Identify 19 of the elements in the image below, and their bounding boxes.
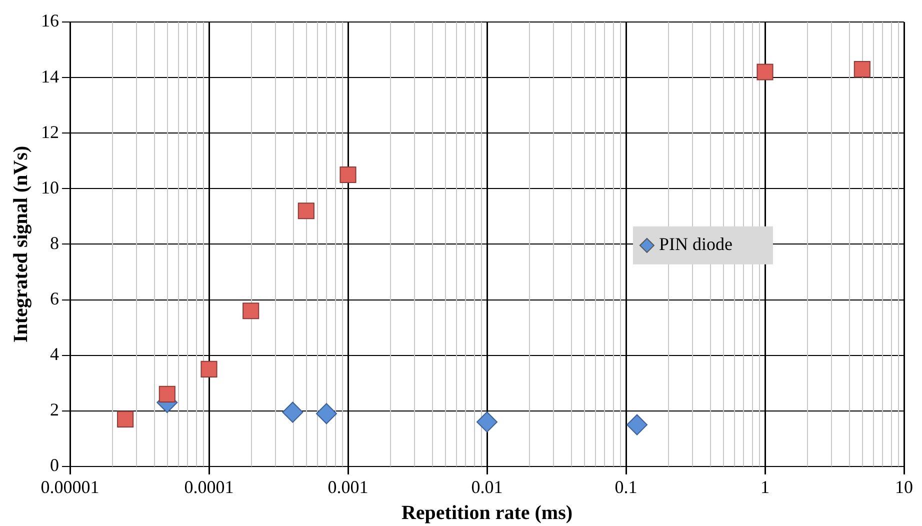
y-tick-label: 16 [41, 10, 59, 31]
x-tick-label: 0.001 [328, 476, 368, 497]
y-tick-label: 10 [41, 177, 59, 198]
x-tick-label: 0.1 [614, 476, 638, 497]
y-tick-label: 4 [50, 344, 59, 364]
y-axis-title: Integrated signal (nVs) [10, 146, 32, 343]
x-tick-label: 0.00001 [40, 476, 100, 497]
y-tick-label: 14 [41, 66, 59, 86]
y-tick-label: 8 [50, 232, 59, 253]
legend-label: PIN diode [658, 234, 732, 254]
y-tick-label: 6 [50, 288, 59, 308]
x-tick-label: 0.0001 [184, 476, 234, 497]
x-tick-label: 10 [895, 476, 913, 497]
x-tick-label: 0.01 [471, 476, 503, 497]
y-tick-label: 0 [50, 455, 59, 476]
y-tick-label: 2 [50, 400, 59, 420]
x-tick-label: 1 [760, 476, 770, 497]
y-tick-label: 12 [41, 122, 59, 142]
x-axis-title: Repetition rate (ms) [401, 502, 573, 524]
